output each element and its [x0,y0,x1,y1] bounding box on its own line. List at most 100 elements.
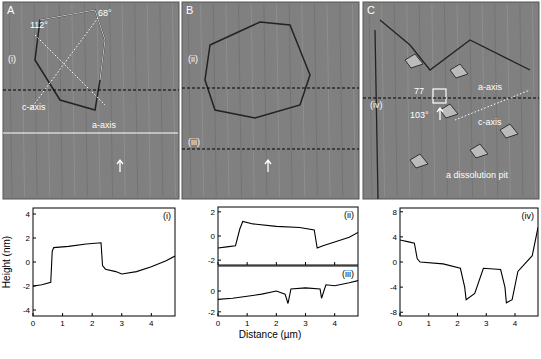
texture [457,4,460,197]
x-tick-label: 0 [398,319,403,328]
y-tick-label: 0 [211,287,216,296]
annotation: (i) [8,54,16,64]
texture [72,4,75,197]
annotation: c-axis [478,117,502,127]
y-tick [400,312,403,313]
texture [340,4,343,197]
y-tick [400,236,403,237]
x-tick-label: 4 [332,319,337,328]
texture [289,4,292,197]
x-tick-label: 3 [303,319,308,328]
x-tick-label: 1 [60,319,65,328]
plot-frame [218,207,358,265]
x-tick [151,313,152,316]
step-edge-light [40,10,105,80]
x-tick [33,313,34,316]
texture [147,4,150,197]
annotation: 68° [98,8,112,18]
data-group [33,243,175,286]
texture [97,4,100,197]
annotation: (ii) [188,54,198,64]
x-tick [305,262,306,265]
x-tick [121,313,122,316]
y-tick-label: 4 [26,210,31,219]
y-axis-label: Height (nm) [1,236,12,288]
annotation: (iii) [188,137,200,147]
x-tick [218,262,219,265]
x-tick [428,313,429,316]
y-tick [400,287,403,288]
arrow [437,108,443,120]
y-tick-label: 2 [26,234,31,243]
texture [520,4,523,197]
x-tick-label: 0 [31,319,36,328]
dissolution-pit [410,154,428,168]
y-tick [218,311,221,312]
texture [122,4,125,197]
texture [264,4,267,197]
plot-frame [400,208,538,316]
axis-line [30,15,105,110]
y-tick-label: 4 [393,233,398,242]
x-axis-label: Distance (µm) [239,329,301,340]
scan-line [3,133,178,134]
x-tick-label: 2 [274,319,279,328]
y-tick-label: 0 [393,258,398,267]
data-group [218,281,358,304]
texture [532,4,535,197]
y-tick [33,310,36,311]
data-group [400,227,538,302]
image-background [182,2,359,199]
plot-frame [218,266,358,316]
y-tick-label: -2 [23,282,31,291]
afm-image: Ca-axis77103°c-axis(iv)a dissolution pit [363,2,539,199]
x-tick [334,262,335,265]
x-tick-label: 3 [120,319,125,328]
y-tick [33,262,36,263]
texture [482,4,485,197]
panel-label: C [367,4,375,16]
annotation: (iv) [370,100,383,110]
axis-line [455,90,530,120]
chart-title: (iv) [522,211,535,221]
x-tick [305,313,306,316]
profile-chart: 01234-20(iii) [208,266,358,328]
arrow [117,160,123,172]
dissolution-pit [500,124,518,138]
texture [327,4,330,197]
profile-line [3,89,179,90]
dissolution-pit [470,144,488,158]
y-tick [218,211,221,212]
y-tick-label: -8 [390,308,398,317]
arrow [265,160,271,172]
texture [277,4,280,197]
chart-title: (ii) [344,210,354,220]
y-tick-label: -2 [208,308,216,317]
x-tick [62,313,63,316]
texture [352,4,355,197]
pit-outline [433,89,446,103]
profile-chart: 01234-4-2024(i) [23,208,175,328]
image-background [363,2,539,199]
y-tick-label: -2 [208,256,216,265]
texture [188,4,191,197]
y-tick [218,291,221,292]
texture [495,4,498,197]
y-tick [218,236,221,237]
texture [470,4,473,197]
profile-line [218,222,358,249]
y-tick [33,214,36,215]
y-tick [400,211,403,212]
x-tick-label: 4 [149,319,154,328]
panel-label: A [7,4,15,16]
dissolution-pit [450,64,468,78]
texture [160,4,163,197]
profile-line [182,148,359,149]
x-tick-label: 1 [427,319,432,328]
texture [251,4,254,197]
y-tick-label: 2 [211,208,216,217]
panel-label: B [186,4,193,16]
y-tick [218,260,221,261]
chart-title: (iii) [342,269,354,279]
texture [172,4,175,197]
